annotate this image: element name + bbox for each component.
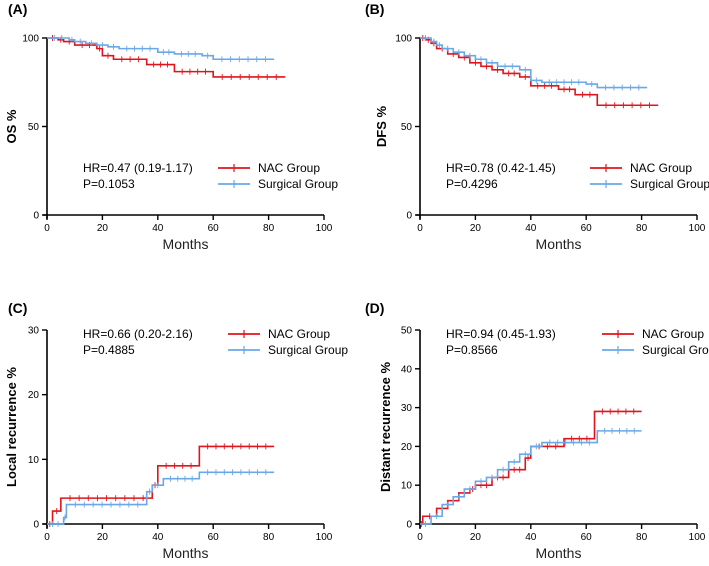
panel-2-label: (B) [365, 1, 384, 17]
panel-4-label: (D) [365, 300, 384, 316]
panel-4-y-tick-label: 40 [401, 364, 413, 375]
panel-4-x-tick-label: 80 [636, 532, 648, 543]
panel-3-label: (C) [8, 300, 27, 316]
panel-4-legend-surgical: Surgical Group [642, 343, 709, 357]
panel-2-y-tick-label: 100 [395, 34, 412, 45]
panel-4-y-tick-label: 30 [401, 403, 413, 414]
panel-1-x-axis-title: Months [163, 236, 209, 252]
panel-4-x-tick-label: 20 [470, 532, 482, 543]
panel-1-y-axis-title: OS % [4, 109, 19, 143]
panel-4-x-tick-label: 60 [581, 532, 593, 543]
panel-3-y-tick-label: 0 [33, 520, 39, 531]
panel-2-y-tick-label: 0 [406, 211, 412, 222]
panel-4-x-tick-label: 0 [417, 532, 423, 543]
panel-3-x-tick-label: 20 [97, 532, 109, 543]
panel-3-x-axis-title: Months [163, 545, 209, 561]
panel-1-legend-surgical: Surgical Group [258, 177, 338, 191]
panel-4-y-tick-label: 20 [401, 442, 413, 453]
panel-2-x-tick-label: 20 [470, 223, 482, 234]
panel-2-series-nac-line [420, 37, 659, 107]
panel-1-series-surgical-line [47, 37, 275, 61]
panel-3-x-tick-label: 40 [152, 532, 164, 543]
panel-3-hazard-ratio: HR=0.66 (0.20-2.16) [83, 327, 193, 341]
panel-2-x-tick-label: 80 [636, 223, 648, 234]
panel-3-y-tick-label: 20 [28, 390, 40, 401]
panel-2-series-surgical-line [420, 37, 648, 89]
panel-3-y-tick-label: 10 [28, 455, 40, 466]
panel-1-x-tick-label: 0 [44, 223, 50, 234]
panel-3-x-tick-label: 80 [263, 532, 275, 543]
panel-2-hazard-ratio: HR=0.78 (0.42-1.45) [446, 161, 556, 175]
panel-4-x-tick-label: 100 [689, 532, 706, 543]
panel-3-x-tick-label: 0 [44, 532, 50, 543]
panel-1-label: (A) [8, 1, 27, 17]
panel-4-legend-nac: NAC Group [642, 327, 704, 341]
panel-3-p-value: P=0.4885 [83, 343, 135, 357]
panel-4-x-axis-title: Months [536, 545, 582, 561]
panel-2-x-axis-title: Months [536, 236, 582, 252]
panel-1-x-tick-label: 60 [208, 223, 220, 234]
panel-3-x-tick-label: 60 [208, 532, 220, 543]
panel-1-x-tick-label: 80 [263, 223, 275, 234]
panel-4-y-axis-title: Distant recurrence % [378, 362, 393, 492]
panel-1-y-tick-label: 50 [28, 122, 40, 133]
panel-4-x-tick-label: 40 [525, 532, 537, 543]
panel-1-hazard-ratio: HR=0.47 (0.19-1.17) [83, 161, 193, 175]
panel-2-x-tick-label: 40 [525, 223, 537, 234]
panel-4-p-value: P=0.8566 [446, 343, 498, 357]
panel-1-p-value: P=0.1053 [83, 177, 135, 191]
panel-1-x-tick-label: 100 [316, 223, 333, 234]
panel-1-y-tick-label: 100 [22, 34, 39, 45]
panel-4-hazard-ratio: HR=0.94 (0.45-1.93) [446, 327, 556, 341]
panel-3-y-tick-label: 30 [28, 326, 40, 337]
panel-2-p-value: P=0.4296 [446, 177, 498, 191]
panel-2-x-tick-label: 100 [689, 223, 706, 234]
panel-1-legend-nac: NAC Group [258, 161, 320, 175]
panel-1-y-tick-label: 0 [33, 211, 39, 222]
panel-2-x-tick-label: 0 [417, 223, 423, 234]
panel-2-y-axis-title: DFS % [374, 105, 389, 147]
panel-3-legend-surgical: Surgical Group [268, 343, 348, 357]
panel-1-x-tick-label: 40 [152, 223, 164, 234]
panel-1-x-tick-label: 20 [97, 223, 109, 234]
panel-2-y-tick-label: 50 [401, 122, 413, 133]
panel-4-y-tick-label: 10 [401, 481, 413, 492]
panel-4-y-tick-label: 0 [406, 520, 412, 531]
panel-2-x-tick-label: 60 [581, 223, 593, 234]
panel-3-x-tick-label: 100 [316, 532, 333, 543]
panel-4-series-nac-line [420, 410, 642, 525]
panel-3-y-axis-title: Local recurrence % [4, 367, 19, 487]
panel-3-legend-nac: NAC Group [268, 327, 330, 341]
panel-1-series-nac-line [47, 37, 286, 78]
panel-4-series-surgical-line [420, 430, 642, 525]
panel-4-y-tick-label: 50 [401, 326, 413, 337]
panel-2-legend-nac: NAC Group [630, 161, 692, 175]
panel-2-legend-surgical: Surgical Group [630, 177, 709, 191]
